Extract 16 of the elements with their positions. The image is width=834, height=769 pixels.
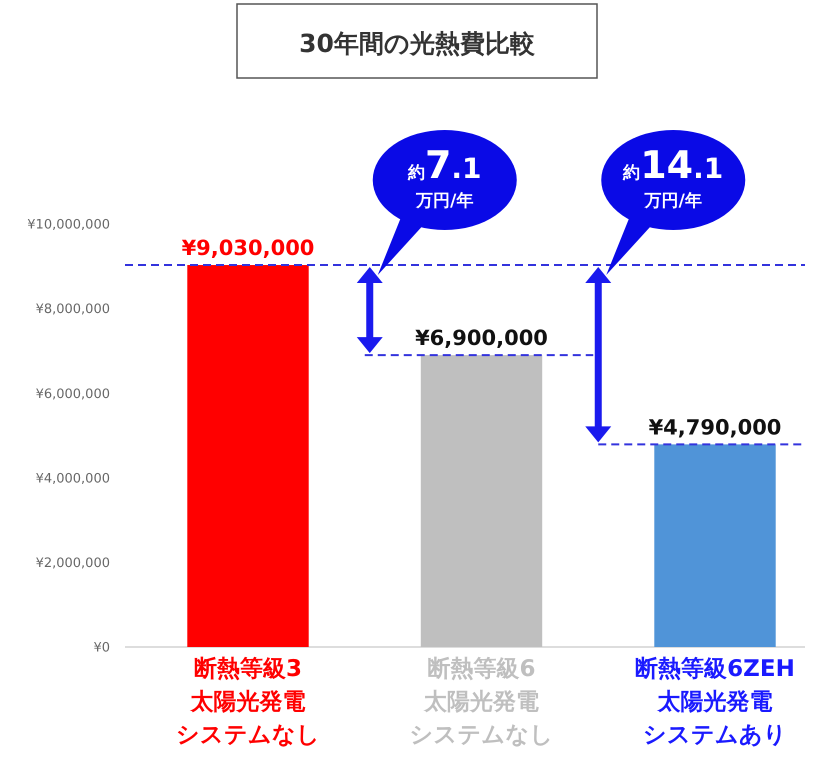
chart-title: 30年間の光熱費比較	[299, 29, 536, 58]
x-tick-label: 断熱等級6太陽光発電システムなし	[410, 656, 554, 748]
x-tick-label: 断熱等級3太陽光発電システムなし	[176, 656, 320, 748]
x-tick-label: 断熱等級6ZEH太陽光発電システムあり	[635, 656, 795, 748]
y-tick-label: ¥8,000,000	[36, 302, 110, 318]
y-tick-label: ¥10,000,000	[27, 218, 110, 233]
data-label: ¥6,900,000	[415, 326, 548, 350]
bar	[654, 444, 776, 647]
y-tick-label: ¥2,000,000	[36, 556, 110, 571]
bar	[187, 265, 309, 647]
data-label: ¥9,030,000	[182, 236, 314, 260]
y-tick-label: ¥4,000,000	[36, 471, 110, 486]
text: 約7.1 万円/年	[406, 143, 482, 211]
y-tick-label: ¥6,000,000	[36, 386, 110, 402]
data-label: ¥4,790,000	[648, 415, 782, 440]
y-tick-label: ¥0	[93, 640, 110, 656]
